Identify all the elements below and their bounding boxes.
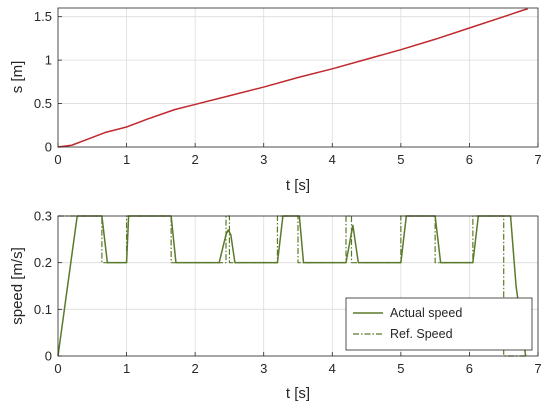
plot-frame (57, 7, 539, 148)
speed-plot: 0 1 2 3 4 5 6 7 0 0.1 0.2 0.3 t [s] speed [m/s] Act… (9, 209, 542, 403)
plot-frame (57, 215, 539, 357)
x-tick-label: 0 (54, 152, 61, 167)
ticks: 0 1 2 3 4 5 6 7 0 0.5 1 1.5 (34, 9, 542, 167)
y-tick-label: 0.3 (34, 209, 52, 224)
legend: Actual speed Ref. Speed (345, 297, 533, 351)
y-tick-label: 1 (45, 53, 52, 68)
y-tick-label: 0 (45, 349, 52, 364)
x-tick-label: 3 (260, 361, 267, 376)
position-plot: 0 1 2 3 4 5 6 7 0 0.5 1 1.5 t [s] s [m] (9, 7, 542, 194)
series-group (57, 8, 528, 148)
x-tick-label: 0 (54, 361, 61, 376)
x-tick-label: 7 (534, 361, 541, 376)
x-tick-label: 4 (329, 152, 336, 167)
x-tick-label: 5 (397, 152, 404, 167)
legend-label-actual: Actual speed (390, 306, 462, 320)
y-axis-label: s [m] (9, 61, 26, 94)
x-tick-label: 2 (192, 152, 199, 167)
x-axis-label: t [s] (286, 177, 310, 194)
y-tick-label: 1.5 (34, 9, 52, 24)
y-tick-label: 0 (45, 140, 52, 155)
y-tick-label: 0.1 (34, 302, 52, 317)
x-tick-label: 7 (534, 152, 541, 167)
x-tick-label: 4 (329, 361, 336, 376)
x-tick-label: 6 (466, 361, 473, 376)
series-line-position (57, 8, 528, 148)
y-tick-label: 0.2 (34, 255, 52, 270)
x-tick-label: 1 (123, 361, 130, 376)
x-tick-label: 3 (260, 152, 267, 167)
y-axis-label: speed [m/s] (9, 247, 26, 325)
x-tick-label: 1 (123, 152, 130, 167)
legend-label-ref: Ref. Speed (390, 327, 453, 341)
y-tick-label: 0.5 (34, 96, 52, 111)
legend-box (345, 297, 533, 351)
x-axis-label: t [s] (286, 385, 310, 402)
x-tick-label: 5 (397, 361, 404, 376)
ticks: 0 1 2 3 4 5 6 7 0 0.1 0.2 0.3 (34, 209, 542, 377)
x-tick-label: 6 (466, 152, 473, 167)
x-tick-label: 2 (192, 361, 199, 376)
